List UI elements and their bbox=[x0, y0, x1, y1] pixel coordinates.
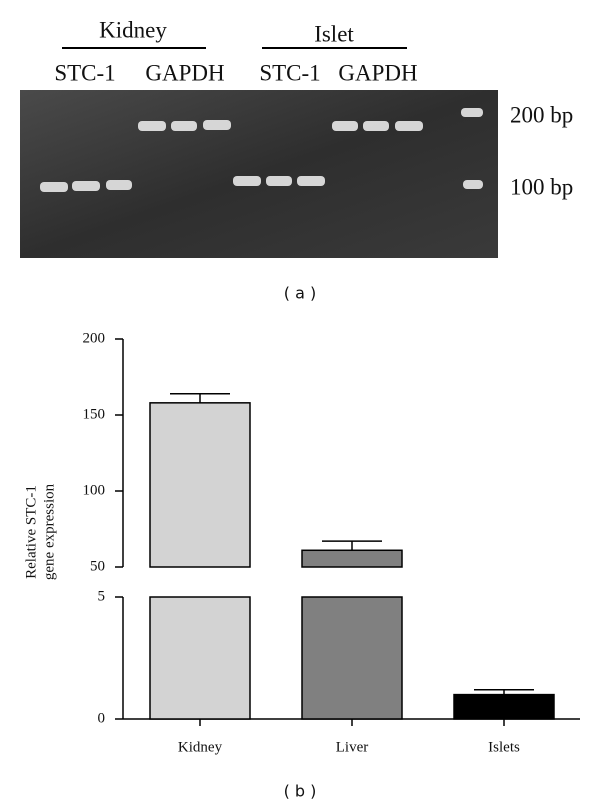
bar-segment bbox=[149, 596, 251, 720]
bar-segment bbox=[453, 693, 555, 720]
bar-segment bbox=[149, 402, 251, 568]
bar-segment bbox=[301, 549, 403, 568]
error-bar bbox=[170, 392, 230, 403]
gel-image bbox=[20, 90, 498, 258]
x-tick-label: Islets bbox=[488, 739, 520, 755]
error-bar bbox=[322, 540, 382, 551]
caption: ( b ) bbox=[284, 782, 317, 801]
y-tick-label: 50 bbox=[90, 558, 105, 574]
group-label: Islet bbox=[314, 21, 354, 46]
bar bbox=[301, 549, 403, 720]
bar-segment bbox=[301, 596, 403, 720]
y-tick-label: 200 bbox=[83, 330, 106, 346]
lane-label: GAPDH bbox=[145, 60, 224, 85]
x-tick-label: Kidney bbox=[178, 739, 223, 755]
group-label: Kidney bbox=[99, 17, 167, 42]
y-tick-label: 5 bbox=[98, 588, 106, 604]
lane-label: GAPDH bbox=[338, 60, 417, 85]
y-tick-label: 100 bbox=[83, 482, 106, 498]
y-axis-label: Relative STC-1 bbox=[23, 485, 39, 579]
y-tick-label: 0 bbox=[98, 710, 106, 726]
caption: ( a ) bbox=[284, 284, 316, 303]
y-tick-label: 150 bbox=[83, 406, 106, 422]
bar bbox=[149, 402, 251, 720]
error-bar bbox=[474, 688, 534, 695]
gel-panel: Kidney Islet STC-1 GAPDH STC-1 GAPDH 200… bbox=[20, 17, 573, 303]
marker-label: 200 bp bbox=[510, 102, 573, 127]
chart: ( b ) Relative STC-1 gene expression 0 5 5… bbox=[23, 330, 580, 801]
gel-bands bbox=[40, 108, 483, 192]
x-tick-label: Liver bbox=[336, 739, 368, 755]
bar bbox=[453, 693, 555, 720]
marker-label: 100 bp bbox=[510, 174, 573, 199]
lane-label: STC-1 bbox=[54, 60, 115, 85]
y-axis-label: gene expression bbox=[41, 483, 57, 580]
lane-label: STC-1 bbox=[259, 60, 320, 85]
